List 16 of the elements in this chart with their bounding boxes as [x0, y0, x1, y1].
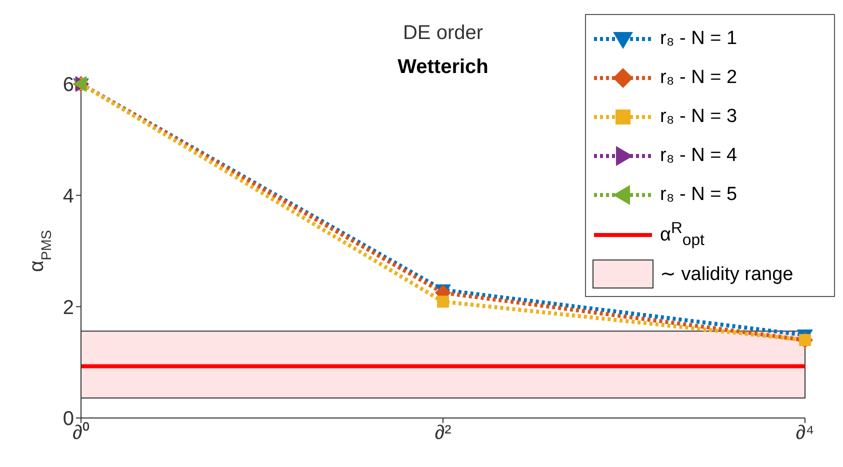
legend-label: r₈ - N = 5 [660, 184, 738, 206]
legend-label: ∼ validity range [660, 263, 794, 286]
y-tick-label: 4 [62, 185, 74, 208]
legend-label: r₈ - N = 2 [660, 66, 738, 88]
legend-label: r₈ - N = 4 [660, 144, 738, 166]
legend-label: r₈ - N = 3 [660, 106, 738, 128]
x-tick-label: ∂⁰ [72, 421, 90, 444]
y-tick-label: 2 [62, 296, 74, 319]
point [437, 296, 449, 308]
x-tick-label: ∂² [434, 422, 452, 444]
chart-title: DE order [402, 22, 484, 44]
legend-label: r₈ - N = 1 [660, 28, 738, 50]
x-tick-label: ∂⁴ [796, 422, 814, 444]
y-tick-label: 6 [62, 74, 74, 96]
chart-subtitle: Wetterich [398, 56, 488, 78]
y-tick-label: 0 [62, 408, 74, 430]
